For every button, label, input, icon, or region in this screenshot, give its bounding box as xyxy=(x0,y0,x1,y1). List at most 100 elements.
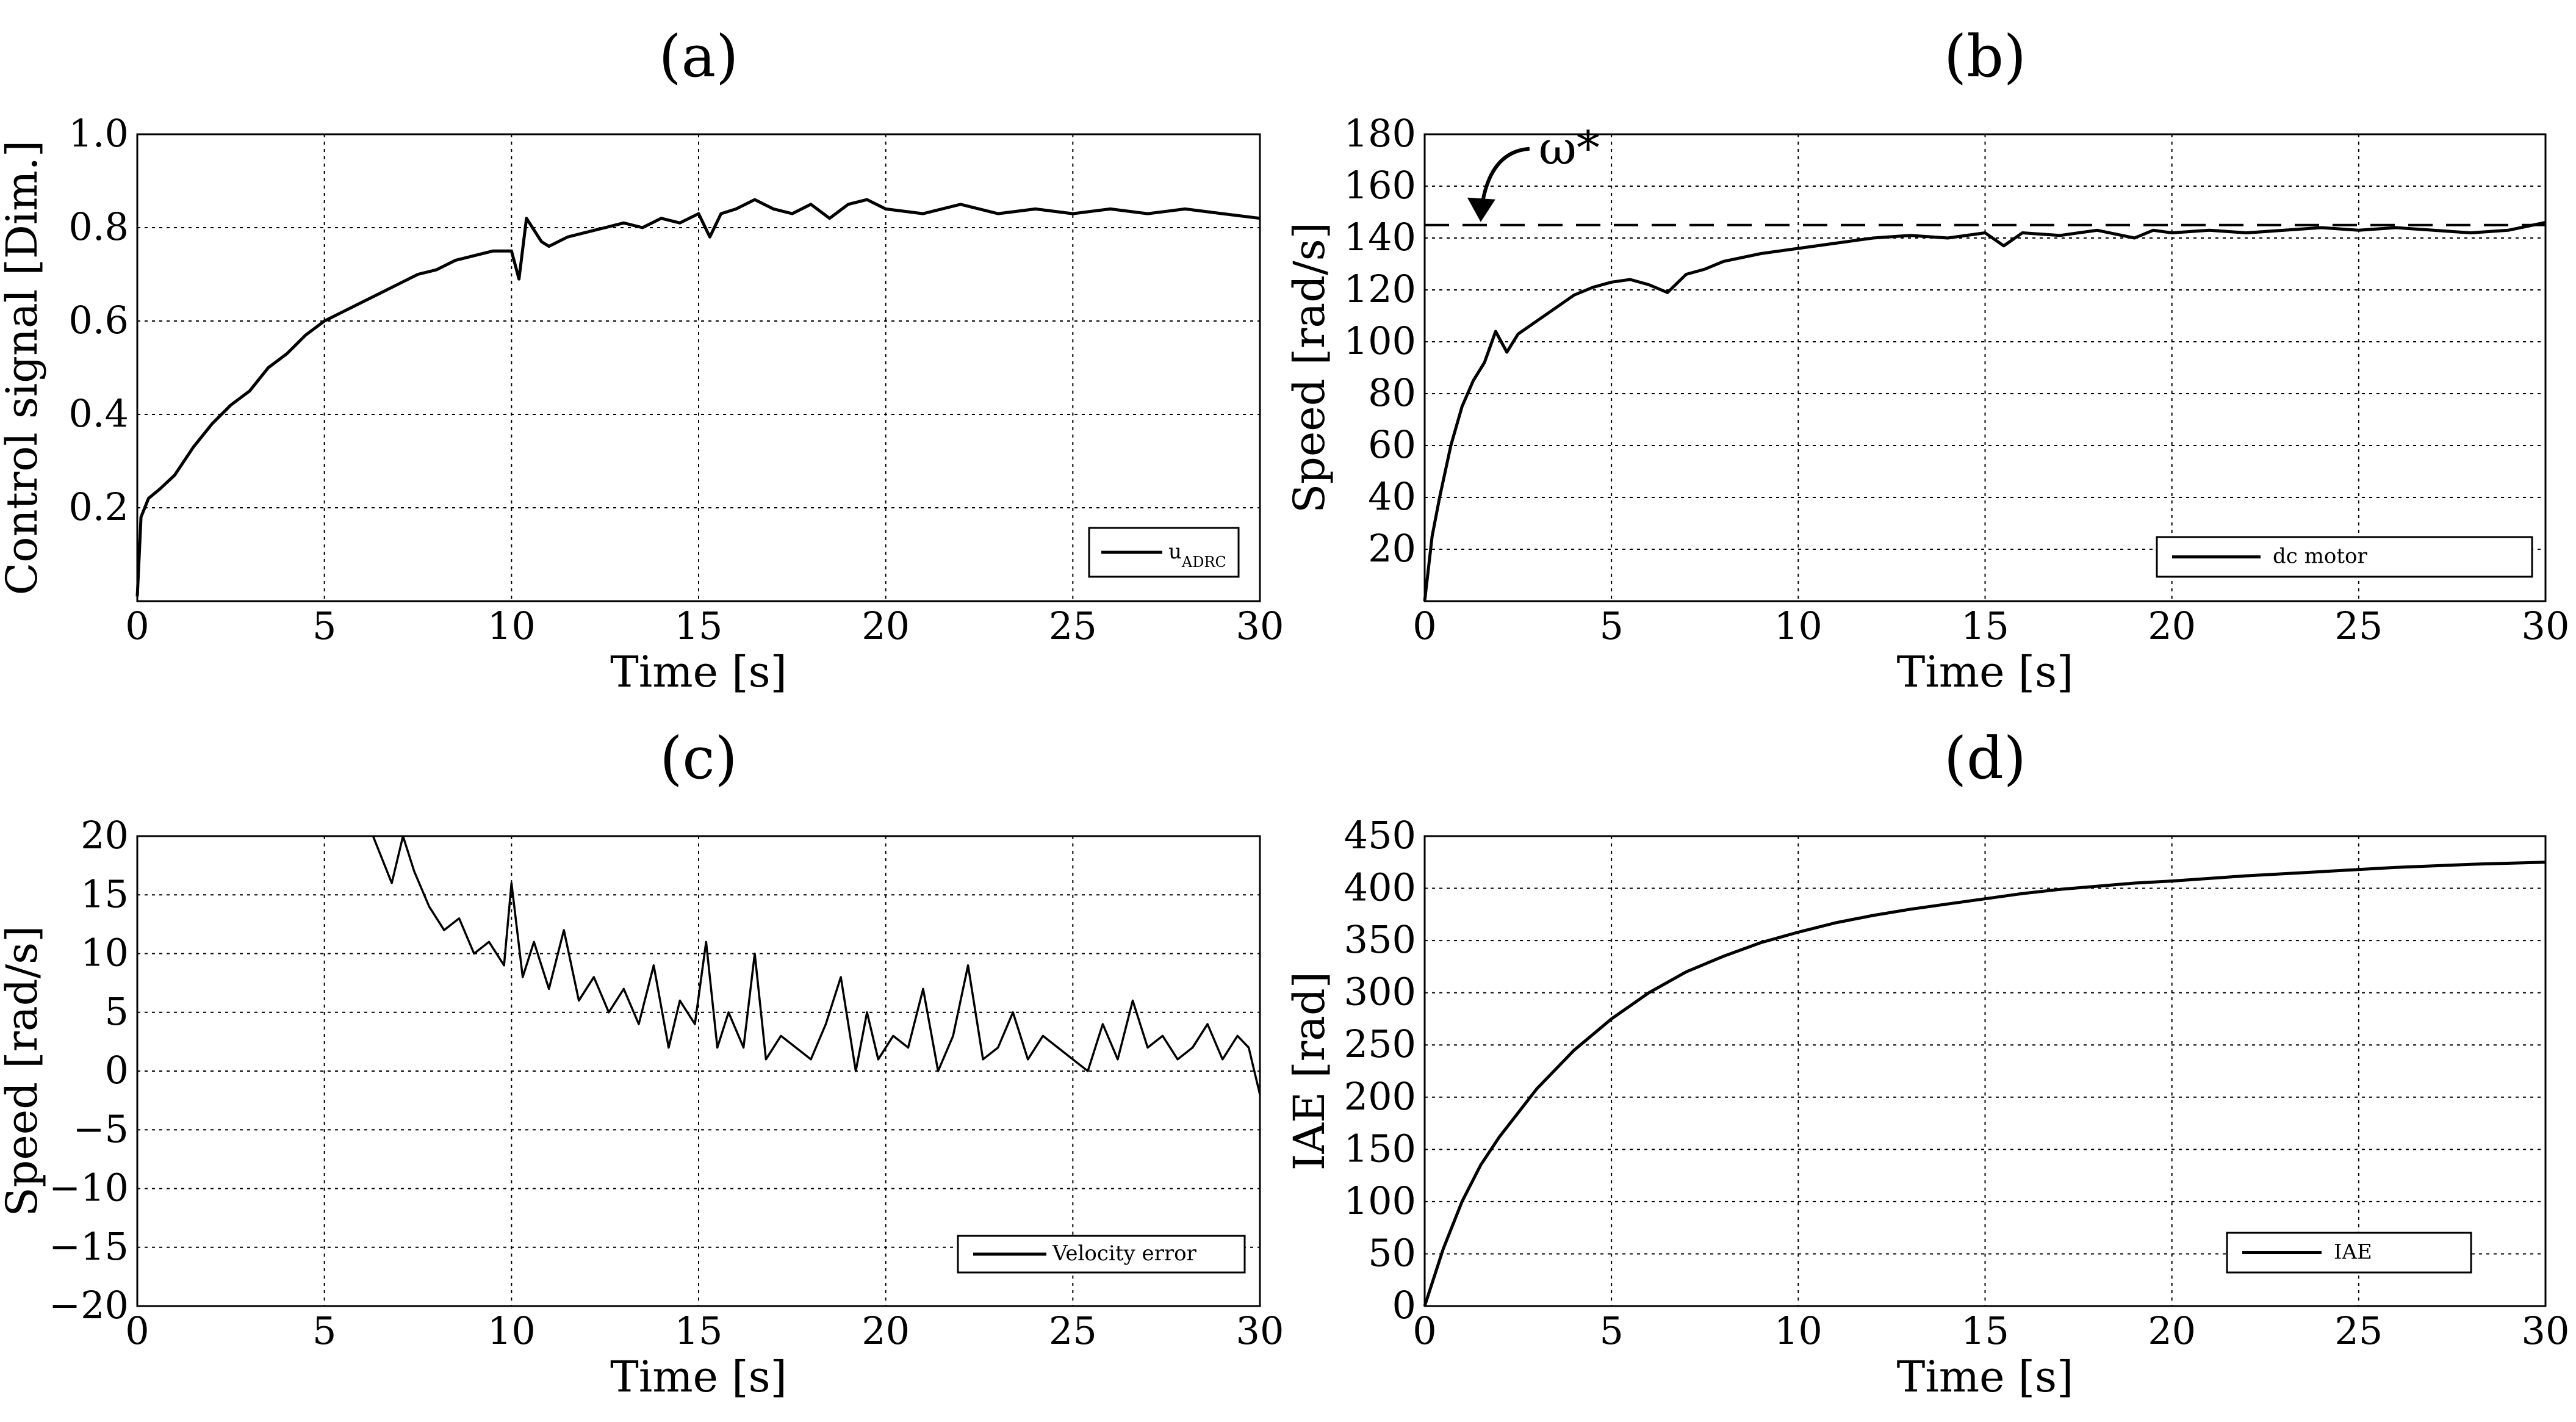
series-line-velocity-error xyxy=(372,835,1261,1095)
y-tick-label: 150 xyxy=(1344,1126,1416,1171)
legend-label-main: u xyxy=(1168,540,1182,564)
y-tick-label: 160 xyxy=(1344,163,1416,208)
legend: Velocity error xyxy=(957,1235,1246,1274)
legend-label-main: IAE xyxy=(2334,1240,2372,1265)
legend: IAE xyxy=(2226,1232,2472,1274)
y-tick-label: −5 xyxy=(73,1106,129,1151)
x-tick-label: 5 xyxy=(1599,1308,1623,1353)
chart-title: (a) xyxy=(659,23,739,90)
x-tick-label: 25 xyxy=(1049,1308,1097,1353)
chart-a: (a) 0 5 10 15 20 25 30 0.2 0.4 0.6 0.8 1.0 Time [s] Co… xyxy=(0,23,1284,697)
x-tick-label: 20 xyxy=(862,1308,910,1353)
x-tick-label: 30 xyxy=(2522,604,2570,648)
y-tick-label: 0.6 xyxy=(68,298,129,342)
y-axis-label: Speed [rad/s] xyxy=(0,926,47,1217)
chart-title: (b) xyxy=(1944,23,2026,90)
y-tick-label: 450 xyxy=(1344,813,1416,857)
legend-label-subscript: ADRC xyxy=(1181,554,1226,571)
y-tick-label: 40 xyxy=(1368,474,1416,519)
legend-label: Velocity error xyxy=(1052,1241,1197,1266)
y-tick-label: 15 xyxy=(81,872,129,916)
y-tick-label: 140 xyxy=(1344,215,1416,259)
legend: dc motor xyxy=(2156,536,2533,578)
x-tick-label: 15 xyxy=(1961,1308,2009,1353)
y-tick-label: 200 xyxy=(1344,1074,1416,1119)
x-tick-label: 25 xyxy=(1049,604,1097,648)
y-tick-label: 400 xyxy=(1344,865,1416,910)
x-tick-label: 30 xyxy=(2522,1308,2570,1353)
y-tick-label: 180 xyxy=(1344,111,1416,156)
x-tick-label: 25 xyxy=(2334,604,2383,648)
chart-c: (c) 0 5 10 15 20 25 30 −20 −15 −10 −5 0 5 10 15 20 Time [… xyxy=(0,725,1284,1402)
plot-frame xyxy=(136,133,1261,602)
x-tick-label: 15 xyxy=(675,1308,723,1353)
y-tick-label: 100 xyxy=(1344,1178,1416,1223)
y-tick-label: 1.0 xyxy=(68,111,129,156)
chart-b: (b) 0 5 10 15 20 25 30 20 40 60 80 100 120 140 160 180 Ti… xyxy=(1284,23,2569,697)
y-tick-label: −10 xyxy=(49,1166,129,1210)
y-tick-label: 20 xyxy=(81,813,129,857)
legend-box xyxy=(957,1235,1246,1274)
x-tick-label: 0 xyxy=(1412,604,1436,648)
x-axis-label: Time [s] xyxy=(610,1352,787,1402)
x-tick-label: 15 xyxy=(1961,604,2009,648)
y-tick-label: 350 xyxy=(1344,917,1416,962)
y-tick-label: 10 xyxy=(81,931,129,975)
chart-d: (d)0 5 10 15 20 25 300501001502002503003504004… xyxy=(1284,725,2569,1402)
legend-label: dc motor xyxy=(2273,544,2367,569)
chart-title: (c) xyxy=(660,725,737,792)
y-tick-label: 50 xyxy=(1368,1230,1416,1275)
y-tick-label: 0 xyxy=(1392,1283,1416,1327)
legend: uADRC xyxy=(1088,527,1240,578)
y-tick-label: 0.2 xyxy=(68,485,129,529)
x-tick-label: 5 xyxy=(312,1308,336,1353)
y-tick-label: 0 xyxy=(105,1048,129,1092)
y-axis-label: IAE [rad] xyxy=(1284,972,1334,1171)
series-line-dc-motor xyxy=(1423,221,2546,602)
legend-label: IAE xyxy=(2334,1240,2372,1265)
y-tick-label: 250 xyxy=(1344,1022,1416,1066)
x-tick-label: 20 xyxy=(2148,1308,2196,1353)
series-line-uadrc xyxy=(135,198,1261,597)
series-line-iae xyxy=(1423,861,2546,1307)
x-tick-label: 5 xyxy=(312,604,336,648)
x-tick-label: 10 xyxy=(1774,604,1822,648)
y-tick-label: 60 xyxy=(1368,422,1416,467)
x-tick-label: 0 xyxy=(125,604,149,648)
y-tick-label: 300 xyxy=(1344,970,1416,1014)
x-tick-label: 30 xyxy=(1236,1308,1284,1353)
x-tick-label: 10 xyxy=(487,1308,536,1353)
y-tick-label: 100 xyxy=(1344,319,1416,363)
legend-label-main: dc motor xyxy=(2273,544,2367,569)
y-tick-label: 5 xyxy=(105,989,129,1034)
x-tick-label: 30 xyxy=(1236,604,1284,648)
x-axis-label: Time [s] xyxy=(1897,647,2074,697)
x-tick-label: 25 xyxy=(2334,1308,2383,1353)
plot-frame xyxy=(1423,133,2547,602)
x-tick-label: 0 xyxy=(1412,1308,1436,1353)
x-tick-label: 10 xyxy=(487,604,536,648)
y-tick-label: 0.8 xyxy=(68,204,129,249)
x-axis-label: Time [s] xyxy=(610,647,787,697)
plot-frame xyxy=(1423,835,2547,1307)
plot-frame xyxy=(136,835,1261,1307)
y-tick-label: 120 xyxy=(1344,267,1416,311)
x-axis-label: Time [s] xyxy=(1897,1352,2074,1402)
y-tick-label: 20 xyxy=(1368,526,1416,571)
chart-title: (d) xyxy=(1944,725,2026,792)
x-tick-label: 0 xyxy=(125,1308,149,1353)
legend-label: uADRC xyxy=(1168,540,1226,571)
x-tick-label: 5 xyxy=(1599,604,1623,648)
y-tick-label: 0.4 xyxy=(68,391,129,436)
reference-label: ω* xyxy=(1539,121,1600,175)
x-tick-label: 20 xyxy=(862,604,910,648)
y-axis-label: Speed [rad/s] xyxy=(1284,222,1334,513)
y-tick-label: 80 xyxy=(1368,370,1416,415)
legend-label-main: Velocity error xyxy=(1052,1241,1197,1266)
y-tick-label: −15 xyxy=(49,1224,129,1269)
annotation-arrowhead xyxy=(1467,197,1495,222)
y-axis-label: Control signal [Dim.] xyxy=(0,140,47,596)
x-tick-label: 20 xyxy=(2148,604,2196,648)
y-tick-label: −20 xyxy=(49,1283,129,1327)
